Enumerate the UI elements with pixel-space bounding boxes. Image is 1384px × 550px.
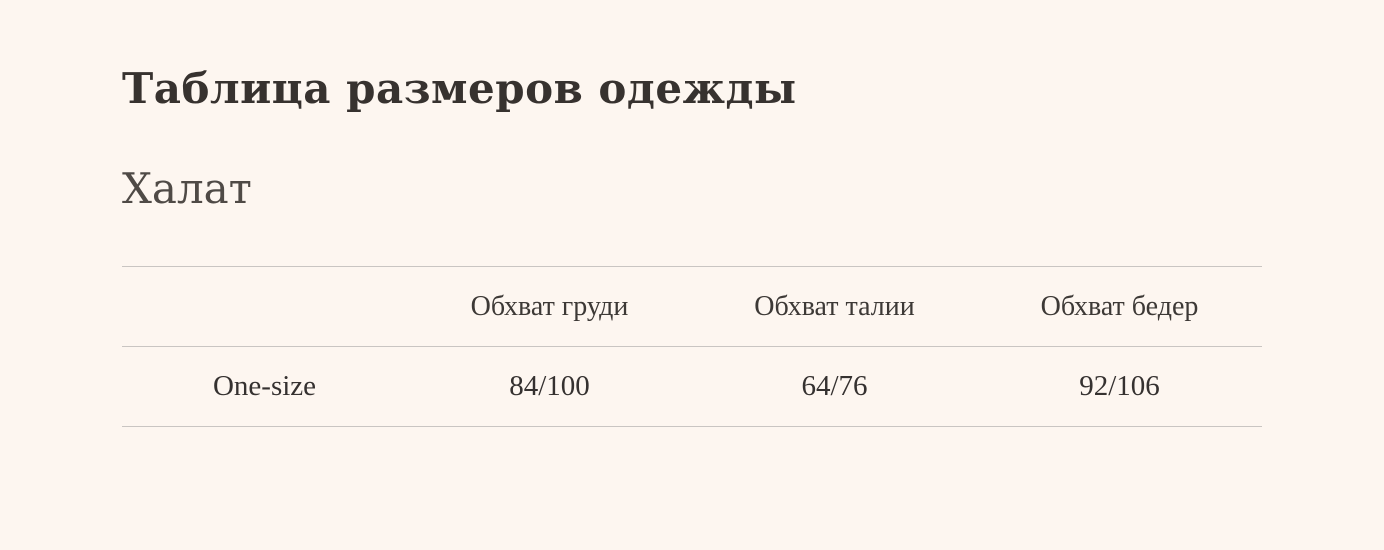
page-title: Таблица размеров одежды [122,64,797,113]
column-header-chest: Обхват груди [470,290,629,322]
product-name: Халат [122,164,252,213]
waist-cell: 64/76 [801,370,868,402]
column-header-size [122,267,407,347]
table-header-row: Обхват груди Обхват талии Обхват бедер [122,267,1262,347]
column-header-waist: Обхват талии [754,290,915,322]
chest-cell: 84/100 [509,370,590,402]
table-row: One-size 84/100 64/76 92/106 [122,347,1262,427]
column-header-hips: Обхват бедер [1040,290,1199,322]
size-table: Обхват груди Обхват талии Обхват бедер O… [122,266,1262,427]
hips-cell: 92/106 [1079,370,1160,402]
size-cell: One-size [212,370,317,402]
